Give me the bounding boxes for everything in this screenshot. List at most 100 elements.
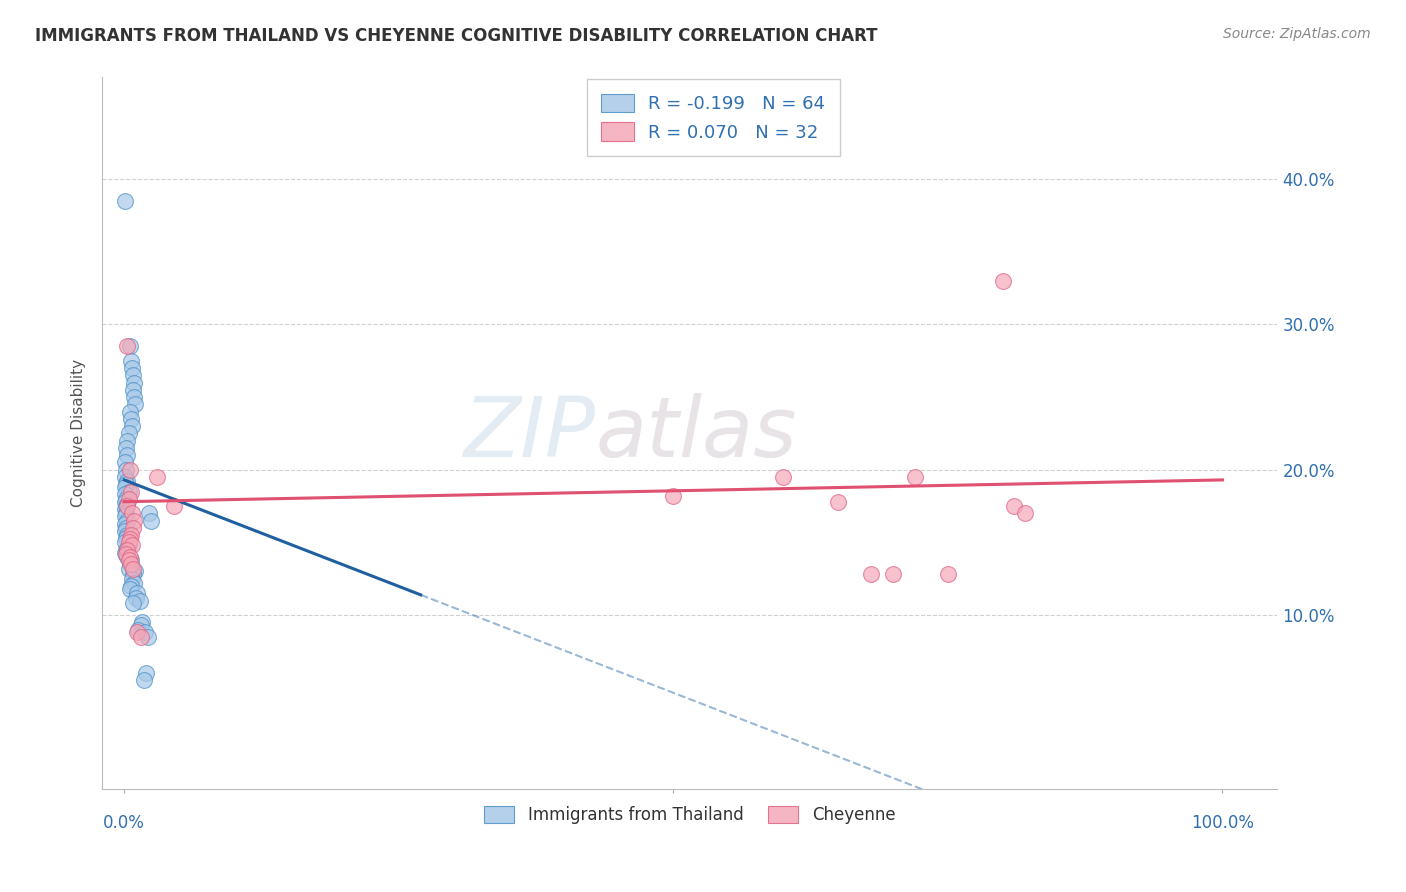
Y-axis label: Cognitive Disability: Cognitive Disability (72, 359, 86, 508)
Point (117, 499, 139, 513)
Point (120, 412, 142, 426)
Point (138, 630, 160, 644)
Point (120, 579, 142, 593)
Point (138, 506, 160, 520)
Point (114, 524, 136, 538)
Point (120, 528, 142, 542)
Point (827, 494, 849, 508)
Point (135, 666, 157, 681)
Point (115, 531, 138, 545)
Point (121, 361, 143, 376)
Point (117, 484, 139, 499)
Point (117, 542, 139, 557)
Point (115, 547, 138, 561)
Point (114, 509, 136, 524)
Point (117, 561, 139, 575)
Point (904, 470, 927, 484)
Point (128, 593, 150, 607)
Point (115, 463, 138, 477)
Point (117, 448, 139, 462)
Point (132, 673, 155, 688)
Point (772, 470, 794, 484)
Point (120, 557, 142, 571)
Point (118, 557, 141, 571)
Point (117, 339, 139, 353)
Point (114, 194, 136, 208)
Point (121, 572, 143, 586)
Point (117, 475, 139, 489)
Point (121, 419, 143, 434)
Text: 100.0%: 100.0% (1191, 814, 1254, 832)
Point (122, 383, 145, 397)
Point (125, 591, 148, 605)
Point (117, 535, 139, 549)
Point (122, 561, 145, 575)
Point (662, 489, 685, 503)
Text: IMMIGRANTS FROM THAILAND VS CHEYENNE COGNITIVE DISABILITY CORRELATION CHART: IMMIGRANTS FROM THAILAND VS CHEYENNE COG… (35, 27, 877, 45)
Point (114, 535, 136, 549)
Point (129, 630, 152, 644)
Point (117, 549, 139, 564)
Point (131, 615, 153, 630)
Point (139, 514, 162, 528)
Point (115, 542, 138, 557)
Point (120, 553, 142, 567)
Point (991, 274, 1014, 288)
Point (860, 567, 883, 582)
Point (118, 533, 141, 547)
Point (122, 390, 145, 404)
Point (122, 576, 145, 591)
Point (127, 586, 149, 600)
Point (117, 434, 139, 448)
Point (115, 477, 138, 491)
Point (117, 498, 139, 512)
Point (118, 582, 141, 596)
Point (117, 491, 139, 506)
Text: ZIP: ZIP (464, 392, 596, 474)
Point (117, 426, 139, 441)
Point (122, 368, 145, 383)
Point (114, 494, 136, 508)
Point (114, 455, 136, 469)
Point (162, 499, 184, 513)
Point (124, 565, 146, 579)
Point (1002, 499, 1025, 513)
Point (146, 470, 169, 484)
Point (122, 514, 145, 528)
Point (127, 623, 149, 637)
Legend: Immigrants from Thailand, Cheyenne: Immigrants from Thailand, Cheyenne (478, 799, 903, 831)
Point (129, 618, 152, 632)
Point (118, 339, 141, 353)
Point (1014, 506, 1036, 520)
Point (114, 502, 136, 516)
Text: atlas: atlas (596, 392, 797, 474)
Point (114, 516, 136, 531)
Point (117, 528, 139, 542)
Point (122, 521, 145, 535)
Point (122, 376, 145, 390)
Point (122, 596, 145, 610)
Text: Source: ZipAtlas.com: Source: ZipAtlas.com (1223, 27, 1371, 41)
Point (134, 625, 156, 640)
Point (115, 506, 138, 520)
Point (120, 353, 142, 368)
Point (114, 470, 136, 484)
Point (120, 484, 142, 499)
Point (122, 567, 145, 582)
Point (118, 463, 141, 477)
Point (114, 487, 136, 501)
Point (117, 514, 139, 528)
Point (882, 567, 904, 582)
Point (117, 553, 139, 567)
Text: 0.0%: 0.0% (103, 814, 145, 832)
Point (117, 538, 139, 552)
Point (127, 625, 149, 640)
Point (114, 480, 136, 494)
Point (936, 567, 959, 582)
Point (124, 397, 146, 411)
Point (118, 549, 141, 564)
Point (115, 441, 138, 455)
Point (115, 491, 138, 506)
Point (121, 538, 143, 552)
Point (114, 545, 136, 559)
